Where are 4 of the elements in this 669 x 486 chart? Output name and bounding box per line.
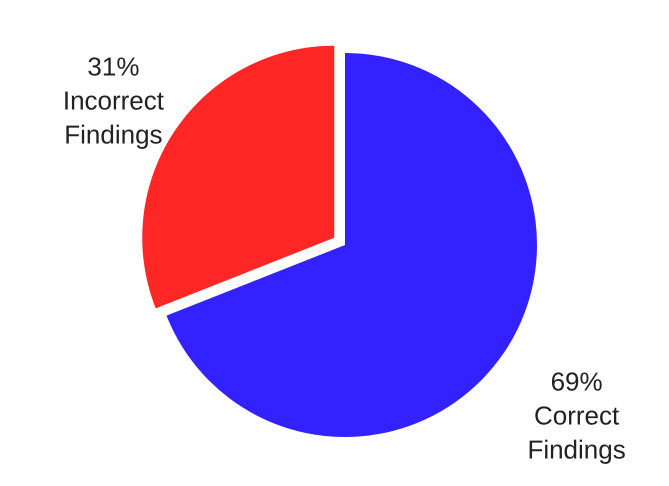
slice-label: Incorrect Findings — [62, 86, 165, 150]
data-label: 31% — [87, 52, 140, 82]
data-label: 69% — [550, 366, 603, 396]
slice-label: Correct Findings — [527, 400, 626, 464]
